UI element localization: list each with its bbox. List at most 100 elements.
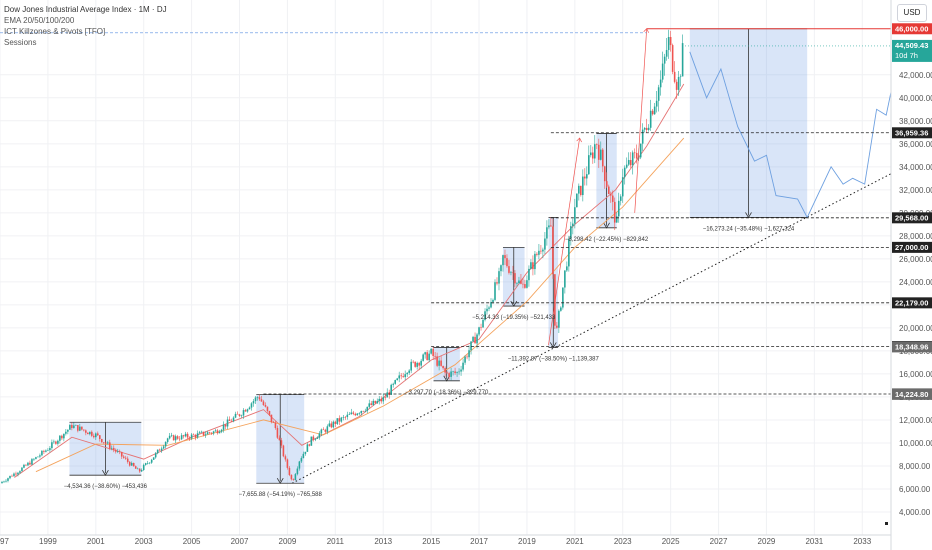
candle-body bbox=[382, 397, 385, 402]
candle-body bbox=[9, 475, 11, 479]
candle-body bbox=[494, 282, 496, 300]
x-tick-label: 2019 bbox=[518, 537, 536, 546]
candle-body bbox=[603, 166, 606, 182]
candle-body bbox=[204, 434, 207, 436]
y-tick-label: 4,000.00 bbox=[899, 508, 931, 517]
candle-body bbox=[162, 446, 165, 449]
x-tick-label: 2033 bbox=[853, 537, 871, 546]
candle-body bbox=[292, 479, 295, 481]
candle-body bbox=[568, 238, 570, 267]
drawdown-arrowhead bbox=[603, 222, 610, 229]
x-tick-label: 2025 bbox=[662, 537, 680, 546]
y-tick-label: 6,000.00 bbox=[899, 485, 931, 494]
candle-body bbox=[635, 152, 638, 159]
indicator-sessions[interactable]: Sessions bbox=[4, 38, 37, 47]
candle-body bbox=[468, 350, 470, 358]
drawdown-label: −3,297.70 (−18.36%) −329,770 bbox=[405, 390, 489, 396]
candle-body bbox=[599, 149, 602, 160]
candle-body bbox=[270, 414, 273, 422]
candle-body bbox=[534, 253, 536, 270]
indicator-killzones[interactable]: ICT Killzones & Pivots [TFO] bbox=[4, 27, 106, 36]
candle-body bbox=[615, 216, 618, 223]
candle-body bbox=[262, 401, 265, 406]
x-tick-label: 2005 bbox=[183, 537, 201, 546]
candle-body bbox=[675, 81, 678, 90]
candle-body bbox=[328, 423, 331, 427]
candle-body bbox=[651, 110, 654, 115]
candle-body bbox=[574, 207, 576, 224]
price-label-bg bbox=[892, 341, 932, 353]
candle-body bbox=[560, 307, 562, 311]
candle-body bbox=[250, 403, 253, 408]
candle-body bbox=[548, 225, 550, 228]
candle-body bbox=[669, 37, 672, 46]
candle-body bbox=[300, 458, 303, 462]
candle-body bbox=[240, 415, 243, 417]
candle-body bbox=[3, 481, 5, 483]
candle-body bbox=[472, 336, 474, 342]
chart-legend: Dow Jones Industrial Average Index · 1M … bbox=[4, 4, 167, 48]
projection-line bbox=[689, 51, 892, 219]
price-label: 18,348.96 bbox=[895, 342, 928, 351]
candle-body bbox=[514, 273, 516, 284]
candle-body bbox=[524, 284, 526, 288]
candle-body bbox=[77, 425, 79, 431]
candle-body bbox=[296, 468, 299, 475]
rise-line bbox=[548, 138, 580, 346]
candle-body bbox=[605, 181, 608, 187]
candle-body bbox=[106, 442, 109, 444]
candle-body bbox=[516, 283, 518, 284]
candle-body bbox=[25, 464, 27, 466]
price-label-bg bbox=[892, 212, 932, 224]
candle-body bbox=[496, 282, 498, 284]
candle-body bbox=[582, 176, 584, 196]
candle-body bbox=[51, 442, 53, 449]
indicator-ema[interactable]: EMA 20/50/100/200 bbox=[4, 16, 75, 25]
candle-body bbox=[542, 249, 544, 252]
candle-body bbox=[248, 407, 251, 410]
candle-body bbox=[510, 272, 512, 273]
candle-body bbox=[597, 144, 600, 160]
candle-body bbox=[200, 431, 203, 433]
candle-body bbox=[388, 392, 391, 395]
candle-body bbox=[352, 412, 355, 414]
drawing-lines bbox=[0, 28, 892, 484]
candle-body bbox=[238, 414, 241, 417]
candle-body bbox=[392, 383, 395, 385]
candle-body bbox=[607, 186, 610, 195]
candle-body bbox=[13, 473, 15, 477]
currency-button[interactable]: USD bbox=[897, 4, 927, 22]
candle-body bbox=[326, 426, 329, 432]
candle-body bbox=[536, 253, 538, 255]
candle-body bbox=[677, 77, 680, 90]
candle-body bbox=[140, 470, 143, 472]
y-tick-label: 34,000.00 bbox=[899, 163, 932, 172]
candle-body bbox=[188, 437, 191, 439]
candle-body bbox=[324, 429, 327, 432]
price-label: 44,509.43 bbox=[895, 41, 928, 50]
candle-body bbox=[47, 450, 49, 451]
candle-body bbox=[657, 87, 660, 101]
candle-body bbox=[75, 425, 77, 426]
candle-body bbox=[282, 445, 285, 457]
candle-body bbox=[448, 373, 450, 377]
candle-body bbox=[298, 461, 301, 469]
candle-body bbox=[71, 425, 73, 428]
candle-body bbox=[160, 448, 163, 451]
candle-body bbox=[681, 43, 684, 77]
candle-body bbox=[538, 250, 540, 255]
candle-body bbox=[663, 56, 666, 64]
candle-body bbox=[633, 152, 636, 154]
candle-body bbox=[236, 413, 239, 415]
candle-body bbox=[639, 143, 642, 158]
y-tick-label: 40,000.00 bbox=[899, 94, 932, 103]
candle-body bbox=[228, 419, 231, 421]
price-label-bg bbox=[892, 39, 932, 62]
candle-body bbox=[376, 401, 379, 404]
candle-body bbox=[312, 436, 315, 440]
candle-body bbox=[410, 361, 412, 371]
candle-body bbox=[122, 456, 125, 458]
candle-body bbox=[462, 362, 464, 370]
